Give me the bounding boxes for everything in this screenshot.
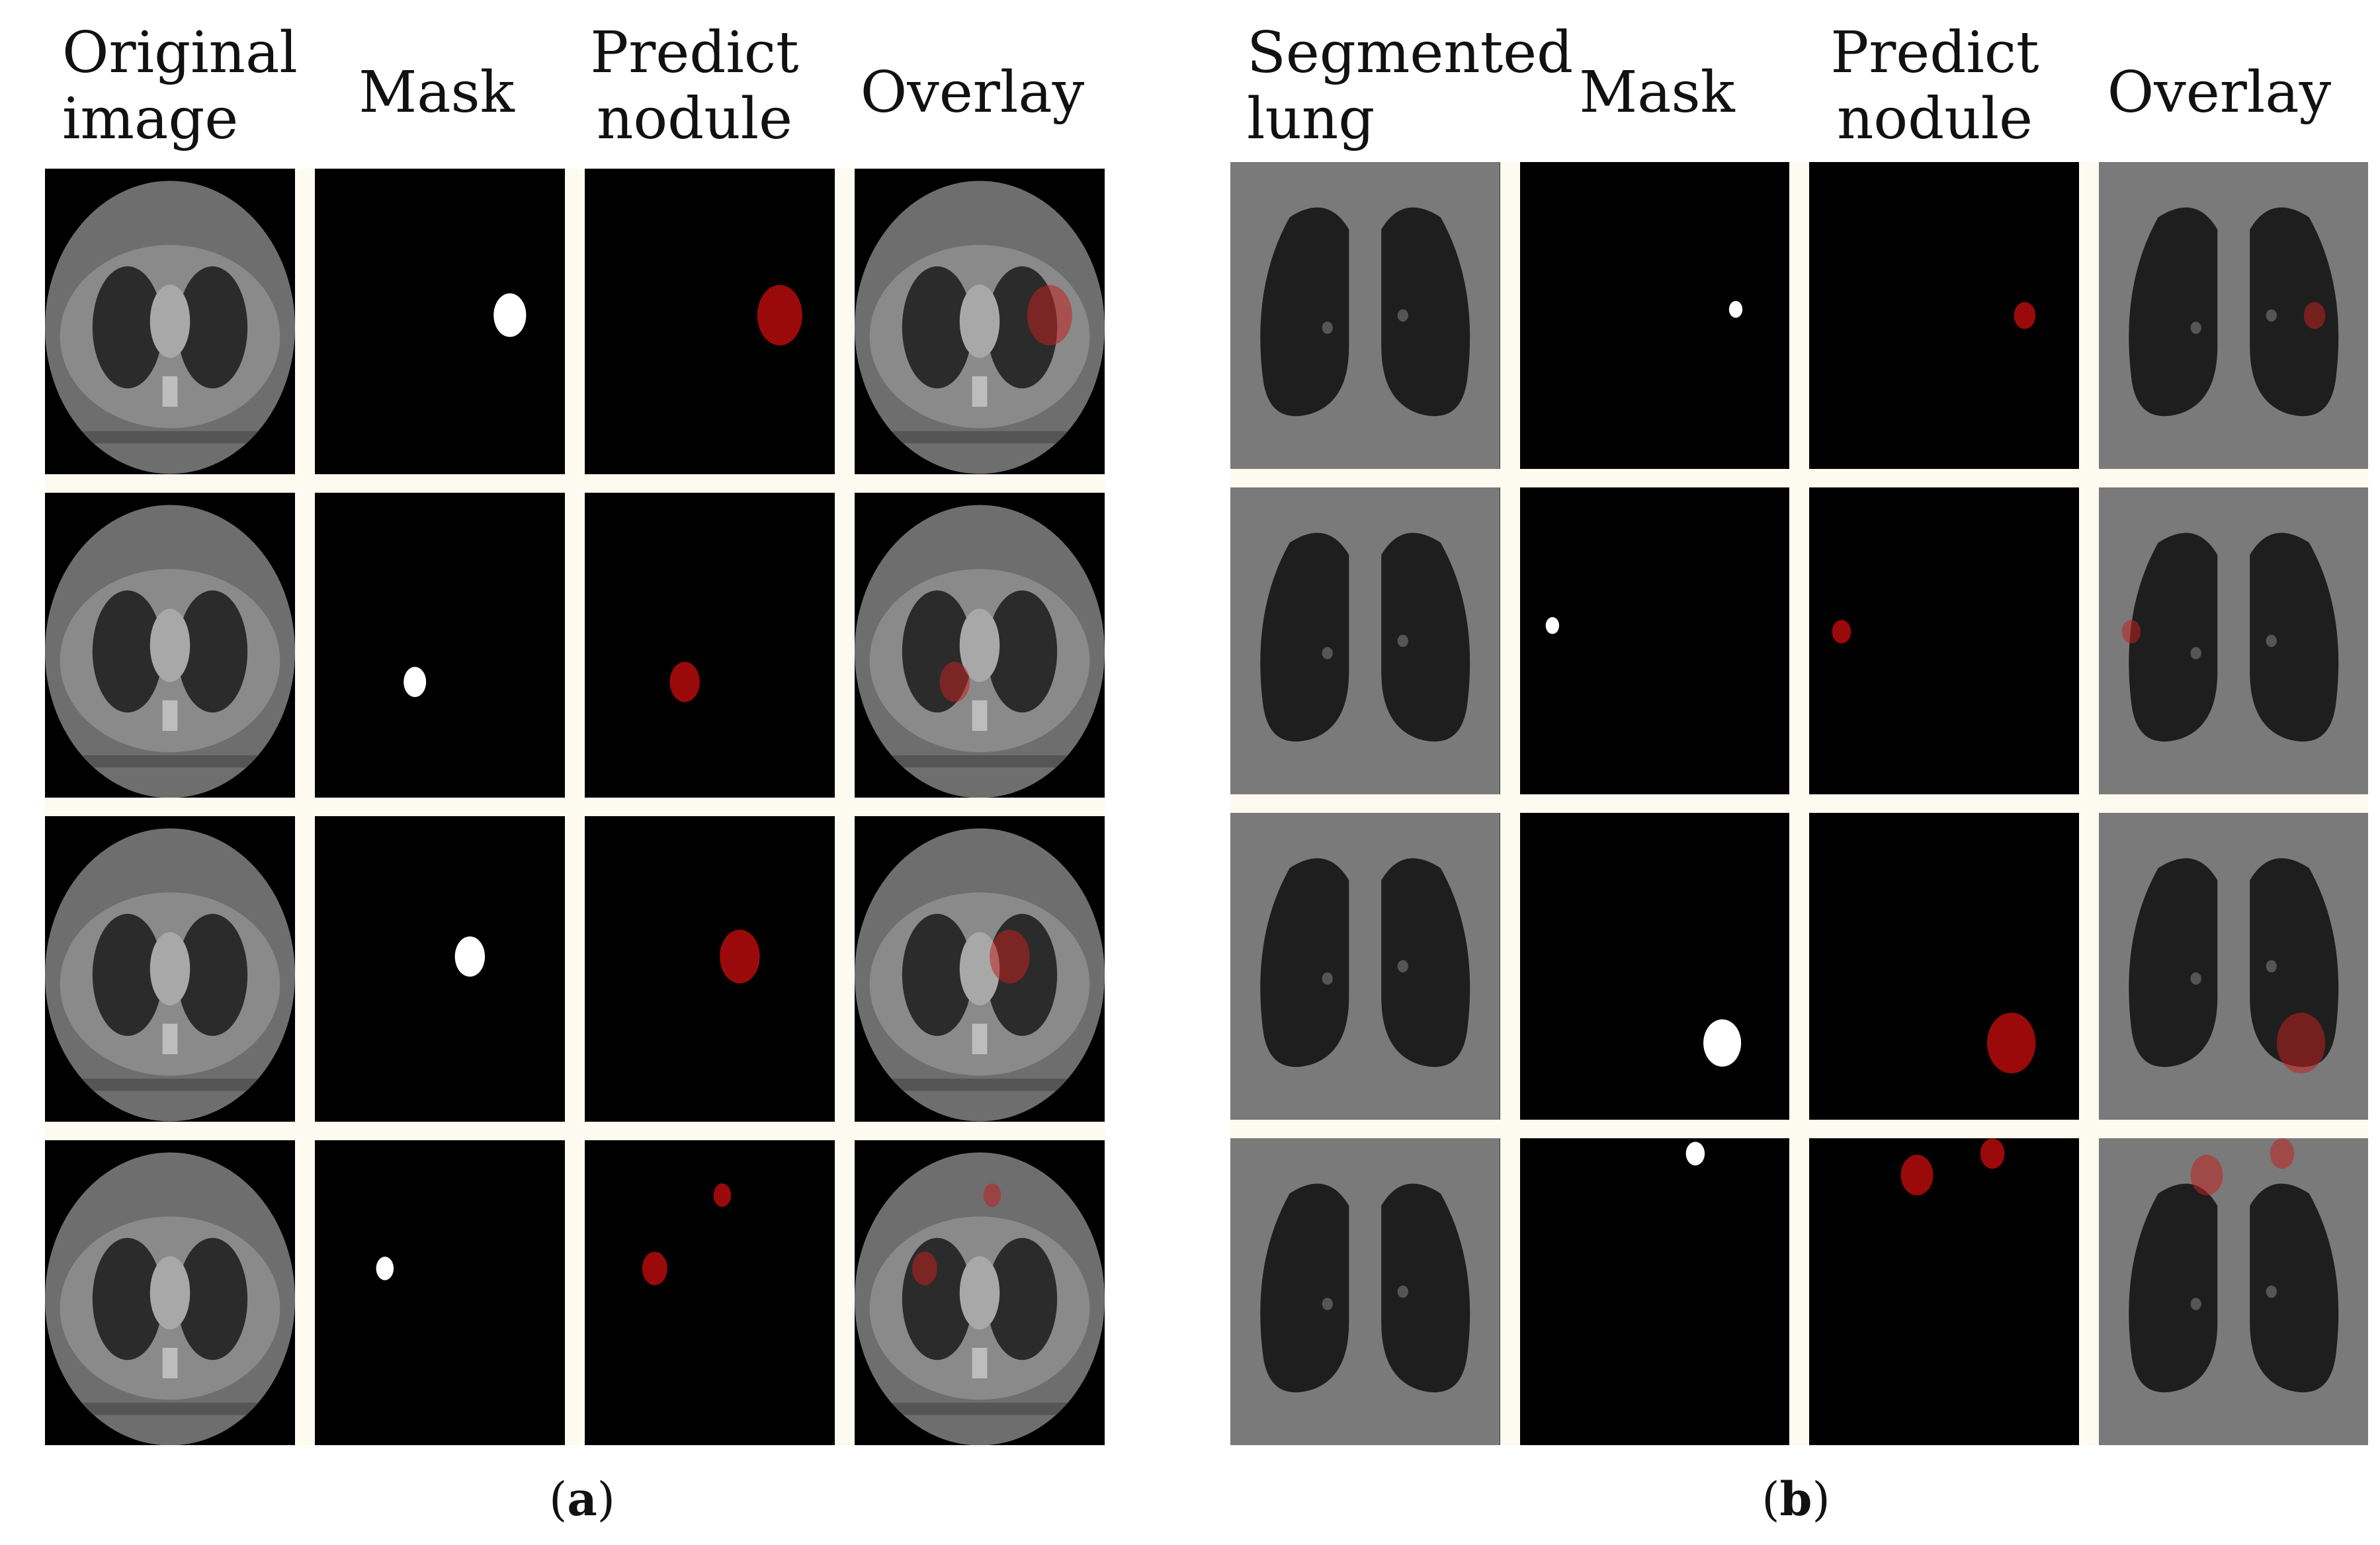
- overlay-image: [2098, 1138, 2368, 1445]
- header-mask: Mask: [1525, 20, 1789, 165]
- overlay-image: [2098, 487, 2368, 794]
- mask-image: [315, 1140, 565, 1445]
- image-grid-b: [1230, 162, 2368, 1445]
- header-line: Mask: [359, 60, 515, 126]
- caption-letter: a: [567, 1472, 597, 1526]
- prediction-image: [585, 492, 835, 798]
- mask-image: [315, 169, 565, 474]
- mask-image: [1519, 813, 1789, 1120]
- prediction-image: [585, 169, 835, 474]
- header-line: Original: [62, 20, 298, 86]
- base-image: [1230, 813, 1500, 1120]
- image-grid-a: [45, 169, 1105, 1445]
- caption-paren: ): [1812, 1472, 1830, 1526]
- header-overlay: Overlay: [840, 20, 1105, 165]
- header-mask: Mask: [318, 20, 556, 165]
- header-line: Segmented: [1247, 20, 1574, 86]
- header-original-image: Original image: [62, 20, 300, 165]
- caption-paren: ): [597, 1472, 615, 1526]
- header-line: Overlay: [2107, 60, 2332, 126]
- base-image: [45, 816, 295, 1122]
- mask-image: [1519, 487, 1789, 794]
- header-predict-nodule: Predict nodule: [1803, 20, 2067, 165]
- base-image: [45, 1140, 295, 1445]
- header-line: Mask: [1579, 60, 1735, 126]
- mask-image: [315, 816, 565, 1122]
- prediction-image: [1809, 487, 2079, 794]
- prediction-image: [1809, 1138, 2079, 1445]
- base-image: [45, 169, 295, 474]
- caption-letter: b: [1779, 1472, 1812, 1526]
- mask-image: [1519, 162, 1789, 469]
- overlay-image: [855, 492, 1105, 798]
- header-line: lung: [1247, 86, 1375, 152]
- prediction-image: [585, 1140, 835, 1445]
- caption-b: (b): [1697, 1472, 1895, 1526]
- overlay-image: [855, 1140, 1105, 1445]
- header-line: nodule: [1836, 86, 2033, 152]
- base-image: [1230, 487, 1500, 794]
- mask-image: [315, 492, 565, 798]
- caption-paren: (: [549, 1472, 568, 1526]
- prediction-image: [1809, 162, 2079, 469]
- header-line: image: [62, 86, 239, 152]
- base-image: [1230, 162, 1500, 469]
- overlay-image: [2098, 162, 2368, 469]
- base-image: [45, 492, 295, 798]
- header-overlay: Overlay: [2080, 20, 2358, 165]
- header-predict-nodule: Predict nodule: [575, 20, 814, 165]
- prediction-image: [1809, 813, 2079, 1120]
- prediction-image: [585, 816, 835, 1122]
- caption-a: (a): [483, 1472, 681, 1526]
- overlay-image: [2098, 813, 2368, 1120]
- header-line: nodule: [596, 86, 792, 152]
- header-segmented-lung: Segmented lung: [1247, 20, 1574, 165]
- base-image: [1230, 1138, 1500, 1445]
- header-line: Predict: [590, 20, 799, 86]
- header-line: Overlay: [860, 60, 1085, 126]
- overlay-image: [855, 816, 1105, 1122]
- header-line: Predict: [1830, 20, 2039, 86]
- overlay-image: [855, 169, 1105, 474]
- caption-paren: (: [1762, 1472, 1780, 1526]
- mask-image: [1519, 1138, 1789, 1445]
